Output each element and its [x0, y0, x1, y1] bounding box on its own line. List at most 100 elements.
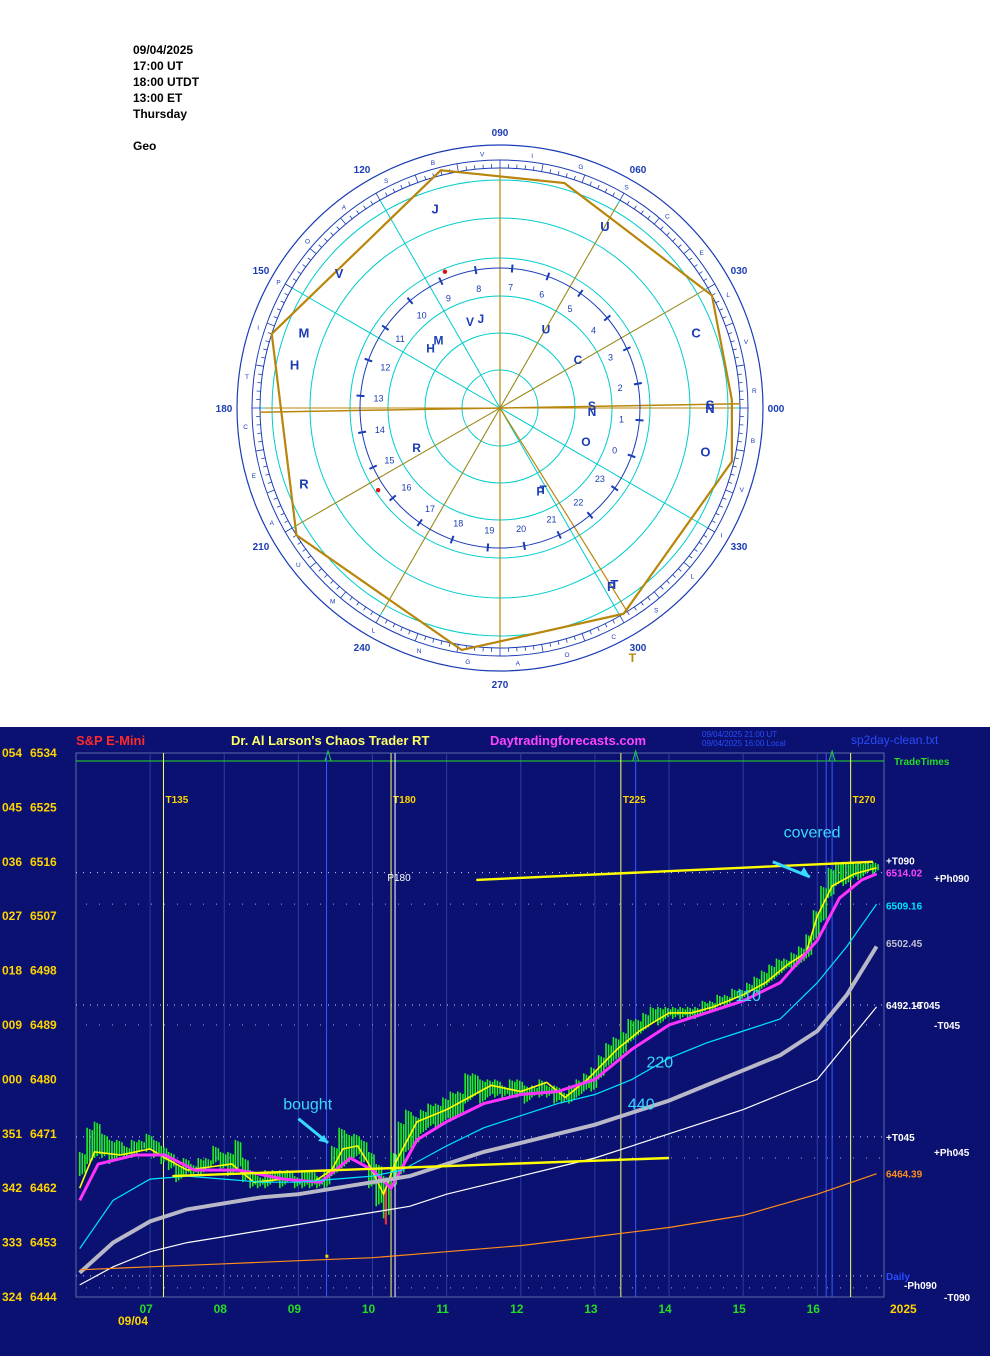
wheel-tick [597, 627, 600, 632]
tradetimes-spike [828, 749, 836, 762]
wheel-tick [414, 633, 419, 642]
wheel-hour-tick [438, 277, 444, 286]
y-tick-deg: 018 [2, 964, 22, 978]
wheel-tick [557, 640, 560, 645]
wheel-hour-label: 8 [476, 284, 481, 294]
wheel-tick [266, 489, 275, 494]
wheel-tick [261, 356, 266, 359]
header-et: 13:00 ET [133, 91, 183, 105]
wheel-tick [698, 541, 703, 545]
y-tick-deg: 000 [2, 1072, 22, 1086]
y-tick-price: 6534 [30, 746, 57, 760]
y-tick-deg: 045 [2, 800, 22, 814]
wheel-tick [678, 244, 682, 248]
wheel-planet-outer: H [290, 357, 299, 372]
wheel-tick [732, 348, 737, 351]
x-tick-label: 11 [436, 1302, 449, 1316]
wheel-tick [336, 586, 340, 590]
wheel-band-letter: U [296, 562, 301, 569]
wheel-tick [258, 441, 263, 443]
price-marker [325, 1254, 329, 1258]
wheel-hour-tick [545, 272, 551, 281]
wheel-hour-label: 1 [619, 415, 624, 425]
wheel-band-letter: L [372, 627, 376, 634]
y-tick-deg: 054 [2, 746, 22, 760]
y-tick-price: 6480 [30, 1072, 57, 1086]
header-date: 09/04/2025 [133, 43, 194, 57]
wheel-hour-tick [610, 485, 619, 492]
y-tick-deg: 009 [2, 1018, 22, 1032]
wheel-tick [711, 520, 716, 523]
wheel-tick [414, 174, 419, 183]
wheel-hour-tick [510, 264, 514, 273]
wheel-tick [693, 548, 698, 552]
wheel-hour-tick [556, 530, 562, 539]
header-utdt: 18:00 UTDT [133, 75, 200, 89]
wheel-tick [267, 481, 272, 484]
x-tick-label: 16 [807, 1302, 821, 1316]
wheel-tick [297, 271, 302, 275]
wheel-band-letter: O [305, 239, 310, 246]
wheel-tick [408, 630, 411, 635]
wheel-tick [318, 568, 322, 572]
x-tick-label: 14 [658, 1302, 672, 1316]
wheel-spoke [499, 407, 621, 617]
wheel-hour-tick [486, 543, 490, 552]
wheel-band-letter: B [431, 160, 435, 167]
wheel-tick [330, 232, 334, 236]
chart-annotation: 110 [735, 988, 761, 1005]
wheel-tick [737, 441, 742, 443]
wheel-tick [581, 174, 586, 183]
wheel-aspect-line [499, 407, 628, 612]
y-tick-price: 6462 [30, 1181, 57, 1195]
wheel-degree-label: 330 [731, 542, 748, 553]
wheel-tick [440, 171, 443, 176]
wheel-degree-label: 120 [354, 165, 371, 176]
wheel-tick [258, 373, 263, 375]
wheel-tick [728, 481, 733, 484]
chart-annotation: 220 [646, 1054, 673, 1071]
y-tick-price: 6525 [30, 800, 57, 814]
wheel-tick [707, 527, 715, 533]
tradetimes-spike [632, 749, 640, 762]
wheel-tick [340, 591, 347, 599]
wheel-tick [400, 627, 403, 632]
wheel-spoke [499, 407, 709, 529]
wheel-tick [666, 580, 670, 584]
wheel-tick [734, 356, 739, 359]
wheel-tick [541, 163, 544, 172]
wheel-tick [683, 561, 691, 568]
chart-site: Daytradingforecasts.com [490, 733, 646, 748]
wheel-tick [392, 188, 396, 193]
wheel-planet-outer: T [610, 577, 618, 592]
chart-file: sp2day-clean.txt [851, 733, 939, 747]
wheel-hour-label: 16 [402, 482, 412, 492]
wheel-tick [683, 248, 691, 255]
wheel-hour-tick [369, 464, 378, 470]
wheel-band-letter: O [565, 652, 570, 659]
wheel-degree-label: 270 [492, 680, 509, 691]
wheel-tick [660, 226, 664, 230]
wheel-band-letter: S [624, 185, 629, 192]
wheel-tick [307, 257, 312, 261]
wheel-degree-label: 240 [354, 643, 371, 654]
wheel-planet-outer: S [706, 397, 715, 412]
wheel-planet-outer: P [607, 579, 616, 594]
wheel-tick [349, 215, 353, 220]
wheel-tick [318, 244, 322, 248]
y-tick-price: 6444 [30, 1290, 57, 1304]
wheel-tick [285, 527, 293, 533]
wheel-hour-label: 7 [508, 282, 513, 292]
wheel-hour-tick [389, 494, 397, 502]
wheel-hour-tick [577, 289, 584, 298]
wheel-tick [273, 497, 278, 500]
wheel-band-letter: R [752, 388, 757, 395]
wheel-red-marker [375, 488, 381, 493]
transit-vline-label: T180 [393, 795, 416, 806]
right-level-label: +Ph045 [934, 1148, 970, 1159]
wheel-hour-label: 18 [453, 519, 463, 529]
series-line [78, 867, 877, 1197]
wheel-hour-tick [633, 382, 642, 386]
wheel-hour-ring [359, 267, 641, 549]
